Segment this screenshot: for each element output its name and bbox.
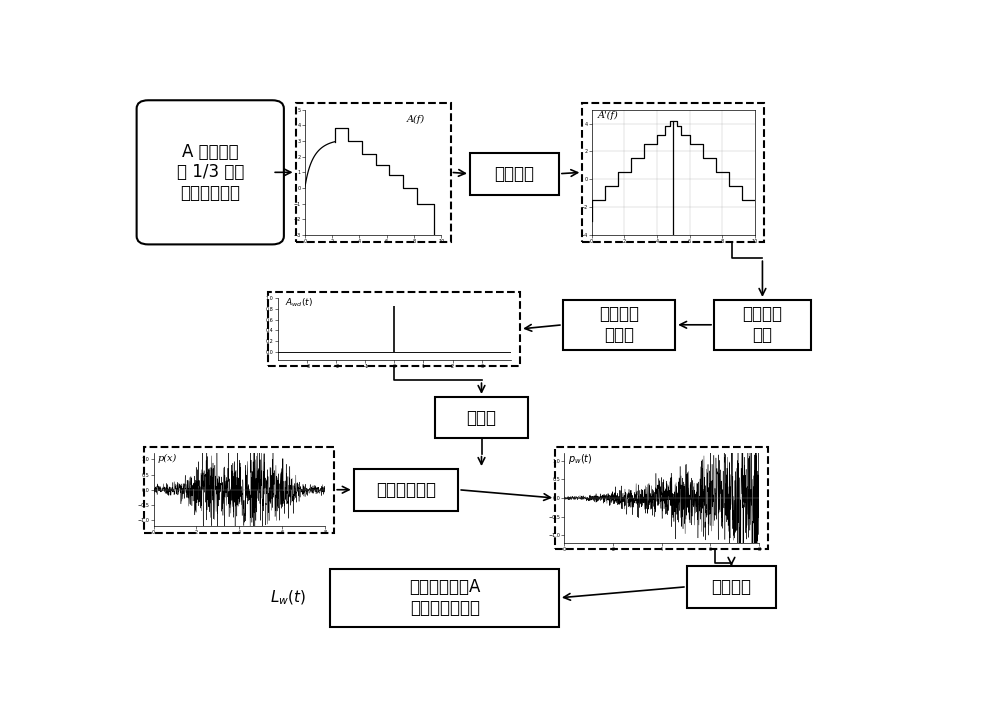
Bar [268, 292, 520, 366]
Bar [470, 153, 559, 194]
Text: 贝塔窗函
数截断: 贝塔窗函 数截断 [599, 305, 639, 344]
Text: 镜像变换: 镜像变换 [494, 165, 534, 183]
Bar [435, 397, 528, 438]
Bar [555, 446, 768, 549]
Bar [296, 103, 450, 242]
Text: 相关比对变换: 相关比对变换 [376, 481, 436, 499]
Bar [354, 469, 458, 510]
Bar [714, 300, 811, 350]
Bar [687, 566, 776, 608]
FancyBboxPatch shape [137, 100, 284, 244]
Text: 重采样: 重采样 [466, 409, 496, 427]
Bar [582, 103, 764, 242]
Text: A 计权网络
的 1/3 倍频
程声级修正値: A 计权网络 的 1/3 倍频 程声级修正値 [177, 143, 244, 202]
Text: 声级变换: 声级变换 [711, 577, 751, 595]
Text: 逆傅利叶
变换: 逆傅利叶 变换 [742, 305, 782, 344]
Text: $L_w(t)$: $L_w(t)$ [270, 589, 306, 607]
Bar [563, 300, 675, 350]
Bar [330, 569, 559, 627]
Text: 非平稳信号的A
计权声压级曲线: 非平稳信号的A 计权声压级曲线 [409, 578, 480, 617]
Bar [144, 446, 334, 533]
